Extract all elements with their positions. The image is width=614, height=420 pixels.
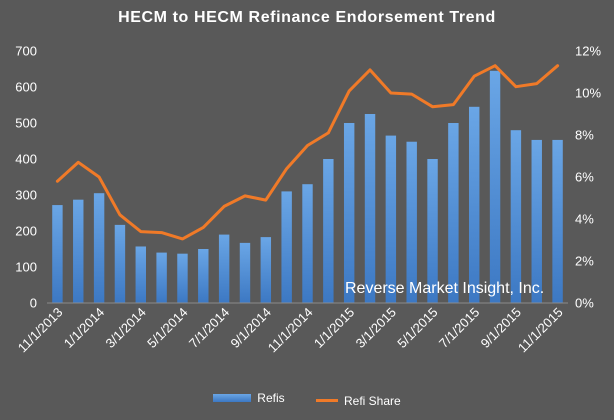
bar-refis (427, 159, 438, 303)
y-left-tick-label: 600 (15, 80, 37, 95)
watermark-annotation: Reverse Market Insight, Inc. (345, 280, 544, 297)
bar-refis (385, 135, 397, 303)
bar-refis (469, 106, 480, 303)
y-right-tick-label: 8% (575, 128, 594, 143)
bar-refis (323, 159, 334, 303)
bar-refis (448, 123, 459, 303)
x-tick-label: 3/1/2015 (353, 305, 399, 351)
legend-swatch-refis (213, 394, 252, 402)
x-tick-label: 7/1/2015 (436, 305, 482, 351)
line-refi-share (55, 64, 560, 241)
y-right-tick-label: 4% (575, 212, 594, 227)
y-left-tick-label: 500 (15, 116, 37, 131)
legend-swatch-refi-share (315, 399, 338, 402)
bar-refis (489, 70, 501, 303)
bar-refis (73, 199, 84, 303)
bar-refis (198, 249, 209, 303)
legend-label-refi-share: Refi Share (343, 393, 401, 408)
bar-refis (156, 252, 167, 303)
y-right-tick-label: 2% (575, 254, 594, 269)
legend-item-refi-share: Refi Share (315, 393, 401, 408)
bar-refis (281, 191, 292, 303)
y-right-tick-label: 6% (575, 170, 594, 185)
bar-refis (364, 114, 376, 303)
y-left-tick-label: 100 (15, 260, 37, 275)
chart-title: HECM to HECM Refinance Endorsement Trend (118, 9, 496, 26)
x-tick-label: 1/1/2014 (61, 305, 107, 351)
legend-label-refis: Refis (257, 391, 285, 405)
x-tick-label: 11/1/2013 (15, 305, 66, 356)
y-left-tick-label: 300 (15, 188, 37, 203)
x-tick-label: 1/1/2015 (311, 305, 357, 351)
bar-refis (135, 246, 146, 303)
x-tick-label: 11/1/2015 (515, 305, 566, 356)
legend: Refis Refi Share (0, 391, 614, 408)
y-left-tick-label: 400 (15, 152, 37, 167)
bar-refis (52, 205, 63, 303)
y-left-tick-label: 700 (15, 44, 37, 59)
bar-refis (302, 184, 313, 303)
x-tick-label: 7/1/2014 (186, 305, 232, 351)
bar-refis (260, 237, 272, 303)
x-tick-label: 3/1/2014 (103, 305, 149, 351)
bar-refis (93, 193, 105, 303)
bar-refis (406, 141, 417, 303)
y-left-tick-label: 200 (15, 224, 37, 239)
bar-refis (218, 234, 230, 303)
x-tick-label: 11/1/2014 (265, 305, 316, 356)
legend-item-refis: Refis (213, 391, 285, 405)
bar-refis (531, 139, 542, 303)
bar-refis (552, 139, 563, 303)
y-right-tick-label: 10% (575, 86, 601, 101)
bar-refis (114, 224, 126, 303)
y-right-tick-label: 12% (575, 44, 601, 59)
y-left-tick-label: 0 (30, 296, 37, 311)
bar-refis (343, 123, 355, 303)
y-right-tick-label: 0% (575, 296, 594, 311)
x-tick-label: 5/1/2014 (144, 305, 190, 351)
bar-refis (177, 253, 188, 303)
bar-refis (510, 130, 522, 303)
bar-refis (239, 242, 251, 303)
x-tick-label: 5/1/2015 (394, 305, 440, 351)
